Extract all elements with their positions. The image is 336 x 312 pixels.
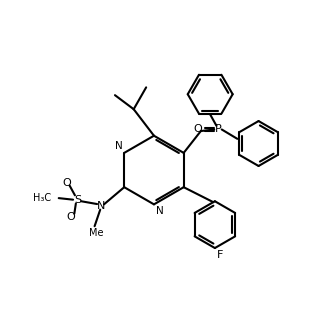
Text: Me: Me: [89, 228, 103, 238]
Text: O: O: [67, 212, 76, 222]
Text: P: P: [215, 124, 221, 134]
Text: O: O: [62, 178, 71, 188]
Text: N: N: [97, 201, 105, 211]
Text: O: O: [194, 124, 202, 134]
Text: N: N: [115, 141, 123, 151]
Text: S: S: [74, 195, 81, 205]
Text: H₃C: H₃C: [33, 193, 51, 203]
Text: N: N: [156, 206, 163, 216]
Text: F: F: [216, 250, 223, 260]
